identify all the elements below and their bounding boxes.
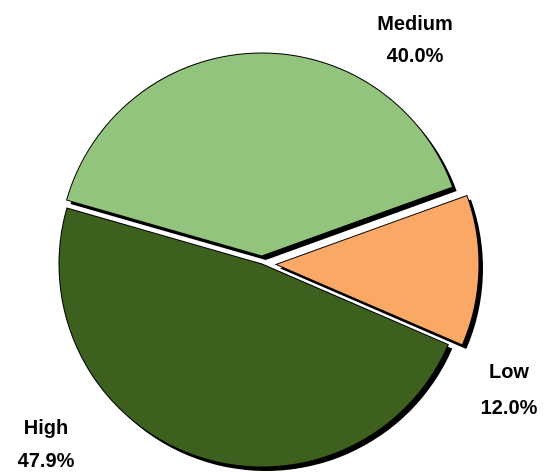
slice-label-medium-name: Medium xyxy=(377,13,453,35)
pie-slices xyxy=(58,52,480,468)
pie-slice-high xyxy=(58,207,449,468)
slice-label-medium-percent: 40.0% xyxy=(387,45,444,67)
pie-slice-medium xyxy=(65,52,454,257)
slice-label-low-name: Low xyxy=(489,361,529,383)
pie-slice-low xyxy=(274,194,480,346)
slice-label-high-percent: 47.9% xyxy=(18,450,75,472)
slice-label-low-percent: 12.0% xyxy=(481,397,538,419)
slice-label-high-name: High xyxy=(24,417,68,439)
